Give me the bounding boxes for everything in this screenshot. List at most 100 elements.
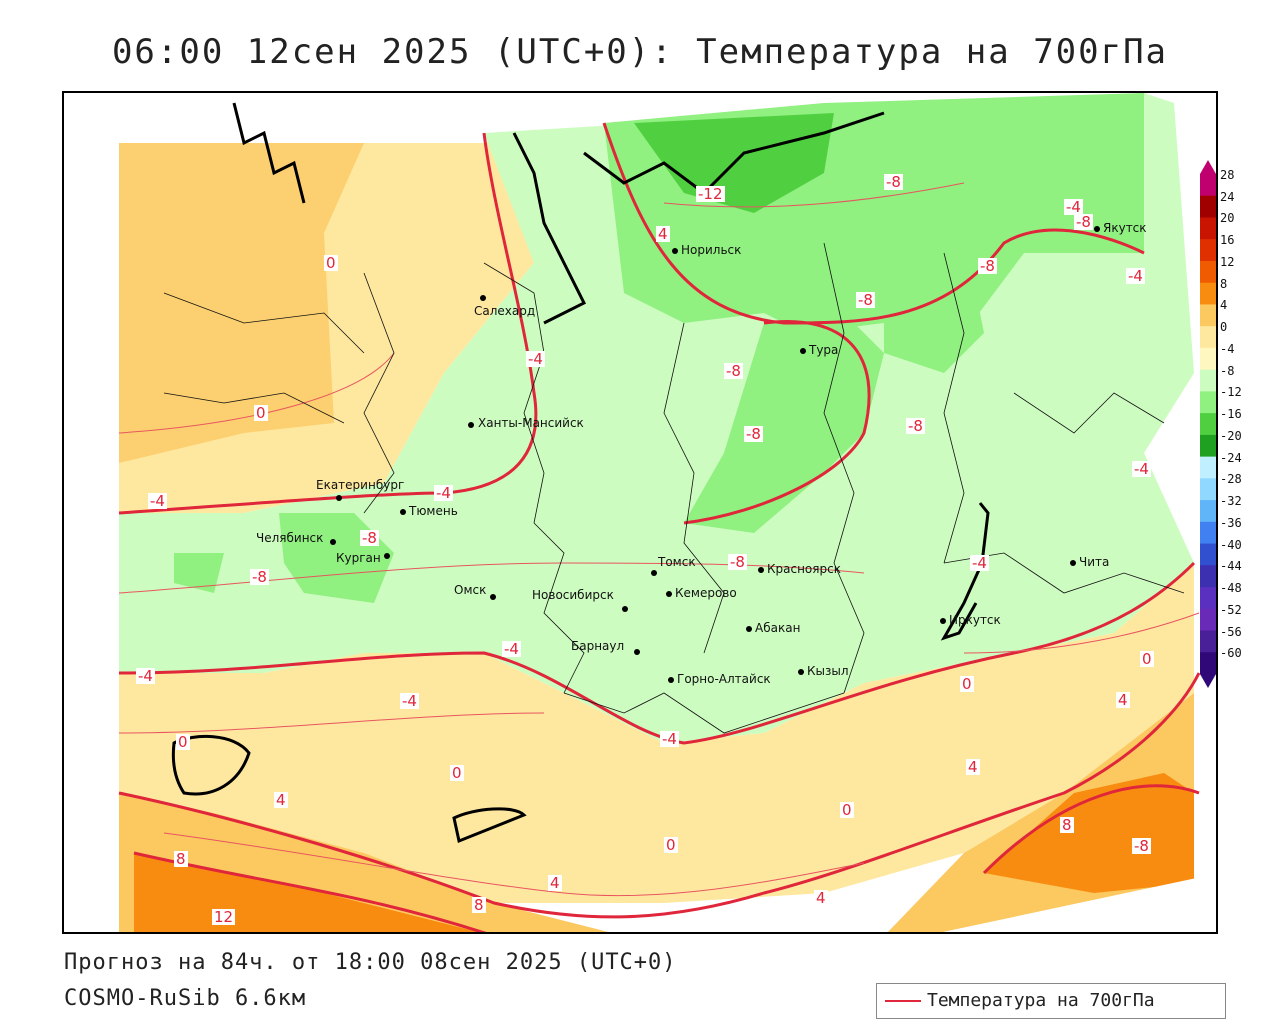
colorbar-swatch (1200, 260, 1216, 284)
city-chelyabinsk[interactable] (330, 534, 339, 548)
contour-label: -8 (360, 529, 379, 547)
city-label: Якутск (1103, 221, 1147, 235)
contour-label: 8 (1060, 816, 1074, 834)
contour-label: -8 (1132, 837, 1151, 855)
city-label-salekhard: Салехард (474, 304, 536, 318)
contour-label: -8 (250, 568, 269, 586)
city-marker-icon (672, 247, 678, 254)
zone-cold-tura (684, 313, 884, 533)
colorbar-tick-label: -12 (1220, 385, 1242, 400)
contour-label: 0 (324, 254, 338, 272)
city-label: Кызыл (807, 664, 849, 678)
colorbar-swatch (1200, 587, 1216, 610)
contour-label: 12 (212, 908, 236, 926)
city-marker-icon (480, 294, 486, 301)
city-label-barnaul: Барнаул (571, 639, 625, 653)
temperature-map[interactable]: Салехард Норильск Якутск Тура Ханты-Манс… (62, 91, 1218, 934)
colorbar-tick-label: 24 (1220, 189, 1235, 204)
city-label: Иркутск (949, 613, 1001, 627)
colorbar-swatch (1200, 478, 1216, 501)
colorbar-swatch (1200, 543, 1216, 566)
city-tura[interactable]: Тура (800, 343, 838, 357)
colorbar-swatch (1200, 195, 1216, 218)
contour-label: 0 (664, 836, 678, 854)
city-label: Тюмень (409, 504, 458, 518)
colorbar-tick-label: -36 (1220, 515, 1242, 530)
city-kurgan[interactable] (384, 548, 393, 562)
city-novosibirsk[interactable] (622, 601, 631, 615)
contour-label: -4 (970, 554, 989, 572)
city-marker-icon (940, 617, 946, 624)
contour-label: -4 (136, 667, 155, 685)
city-marker-icon (490, 593, 496, 600)
zone-cold-east (884, 233, 984, 373)
city-omsk[interactable] (490, 589, 499, 603)
colorbar-tick-label: 20 (1220, 211, 1235, 226)
city-marker-icon (758, 566, 764, 573)
city-marker-icon (800, 347, 806, 354)
city-gorno-altaysk[interactable]: Горно-Алтайск (668, 672, 771, 686)
contour-label: 4 (814, 889, 828, 907)
city-marker-icon (634, 648, 640, 655)
city-label-novosibirsk: Новосибирск (532, 588, 614, 602)
colorbar-top-arrow-icon (1200, 160, 1216, 174)
city-tomsk[interactable] (651, 565, 660, 579)
city-marker-icon (1070, 559, 1076, 566)
city-label: Норильск (681, 243, 742, 257)
contour-label: -8 (728, 553, 747, 571)
colorbar-tick-label: 12 (1220, 254, 1235, 269)
contour-label: -8 (906, 417, 925, 435)
contour-label: -4 (526, 350, 545, 368)
contour-label: -4 (1064, 198, 1083, 216)
zone-warm-northwest (119, 143, 364, 463)
city-label-kurgan: Курган (336, 551, 381, 565)
colorbar-tick-label: 16 (1220, 233, 1235, 248)
colorbar-tick-label: -48 (1220, 581, 1242, 596)
city-kemerovo[interactable]: Кемерово (666, 586, 737, 600)
colorbar-swatch (1200, 413, 1216, 436)
city-salekhard[interactable] (480, 290, 489, 304)
contour-label: 8 (472, 896, 486, 914)
city-abakan[interactable]: Абакан (746, 621, 800, 635)
contour-label: -8 (884, 173, 903, 191)
colorbar-swatch (1200, 521, 1216, 545)
colorbar-swatch (1200, 369, 1216, 392)
colorbar-bottom-arrow-icon (1200, 674, 1216, 688)
contour-label: -8 (856, 291, 875, 309)
colorbar-swatch (1200, 326, 1216, 349)
outside-domain-topleft (64, 93, 119, 932)
contour-label: 0 (254, 404, 268, 422)
city-khanty-mansiysk[interactable] (468, 417, 477, 431)
city-label: Тура (809, 343, 839, 357)
contour-label: 8 (174, 850, 188, 868)
contour-label: -4 (148, 492, 167, 510)
contour-label: -8 (744, 425, 763, 443)
legend-line-swatch (885, 1000, 921, 1002)
colorbar-tick-label: -24 (1220, 450, 1242, 465)
city-ekaterinburg[interactable] (336, 490, 345, 504)
colorbar-swatch (1200, 217, 1216, 240)
colorbar-tick-label: 8 (1220, 276, 1228, 291)
city-yakutsk[interactable]: Якутск (1094, 221, 1147, 235)
colorbar-tick-label: -40 (1220, 537, 1242, 552)
city-kyzyl[interactable]: Кызыл (798, 664, 849, 678)
city-label: Красноярск (767, 562, 841, 576)
city-tyumen[interactable]: Тюмень (400, 504, 458, 518)
colorbar-tick-label: -44 (1220, 559, 1242, 574)
contour-label: -4 (502, 640, 521, 658)
city-norilsk[interactable]: Норильск (672, 243, 741, 257)
legend-label: Температура на 700гПа (927, 990, 1155, 1011)
city-label-chelyabinsk: Челябинск (256, 531, 324, 545)
legend: Температура на 700гПа (876, 983, 1226, 1019)
city-chita[interactable]: Чита (1070, 555, 1109, 569)
city-label-tomsk: Томск (658, 555, 696, 569)
model-name: COSMO-RuSib 6.6км (64, 986, 307, 1011)
city-marker-icon (1094, 225, 1100, 232)
city-krasnoyarsk[interactable]: Красноярск (758, 562, 841, 576)
city-marker-icon (668, 676, 674, 683)
city-barnaul[interactable] (634, 644, 643, 658)
contour-label: 4 (274, 791, 288, 809)
contour-label: 0 (450, 764, 464, 782)
contour-label: 0 (840, 801, 854, 819)
city-irkutsk[interactable]: Иркутск (940, 613, 1001, 627)
